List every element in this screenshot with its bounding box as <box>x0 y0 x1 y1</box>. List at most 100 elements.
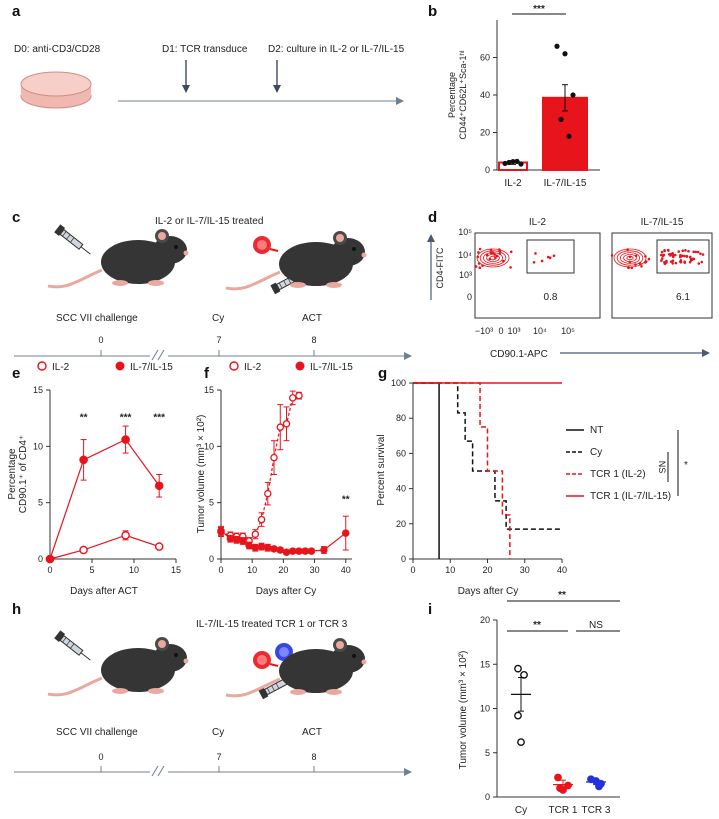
gate-percentage: 6.1 <box>676 292 690 303</box>
event-dot <box>662 253 666 257</box>
legend-label: TCR 1 (IL-2) <box>590 469 646 480</box>
event-dot <box>697 262 701 265</box>
data-point <box>564 781 572 790</box>
y-tick-label: 5 <box>38 498 43 508</box>
panel-letter-b: b <box>428 3 437 20</box>
y-tick-label: 20 <box>396 519 406 529</box>
event-dot <box>628 255 632 259</box>
data-point <box>320 546 328 554</box>
data-point <box>239 537 247 545</box>
significance-label: * <box>684 460 688 471</box>
event-dot <box>640 264 643 268</box>
data-point <box>45 554 55 564</box>
event-dot <box>666 248 670 252</box>
event-dot <box>687 249 690 253</box>
x-tick-label: 20 <box>482 565 492 575</box>
y-tick-label: 0 <box>38 554 43 564</box>
protocol-day0: D0: anti-CD3/CD28 <box>14 44 101 55</box>
x-axis-label: Days after ACT <box>70 586 138 597</box>
data-point <box>518 161 524 167</box>
experiment-timeline <box>14 765 412 777</box>
data-point <box>276 546 285 554</box>
event-dot <box>478 247 482 251</box>
t-cell-icon <box>253 236 279 254</box>
x-tick-label: TCR 1 <box>549 805 578 816</box>
event-dot <box>677 250 681 253</box>
data-point <box>510 158 516 165</box>
data-point <box>514 158 520 164</box>
data-point <box>270 545 278 553</box>
y-tick-label: 80 <box>396 413 406 423</box>
event-dot <box>494 256 497 260</box>
chart-g: 0 20 40 60 80 100 0 10 20 30 40 NT Cy TCR 1 (IL-2) TCR… <box>376 378 688 597</box>
event-dot <box>502 259 505 263</box>
density-contour <box>479 250 507 266</box>
event-dot <box>509 250 513 254</box>
legend-label: IL-2 <box>52 362 70 373</box>
event-dot <box>671 262 675 265</box>
x-tick-label: Cy <box>515 805 527 816</box>
y-axis-arrowhead <box>427 234 435 242</box>
event-dot <box>663 249 666 253</box>
event-dot <box>477 251 480 254</box>
mouse-icon <box>224 636 368 698</box>
data-point <box>554 773 562 782</box>
panel-letter-f: f <box>204 365 210 382</box>
timeline-tick-7: 7 <box>216 335 221 345</box>
subplot-title: IL-2 <box>529 217 547 228</box>
series-line-IL-7/IL-15 <box>49 438 160 560</box>
panel-h-cy: Cy <box>212 727 224 738</box>
event-dot <box>664 261 668 264</box>
event-dot <box>627 266 630 270</box>
y-axis-label: Percent survival <box>376 434 387 505</box>
legend-label: IL-7/IL-15 <box>310 362 353 373</box>
timeline-tick-8: 8 <box>311 752 316 762</box>
protocol-day1: D1: TCR transduce <box>162 44 248 55</box>
data-point <box>554 43 560 49</box>
significance-label: ** <box>558 590 566 601</box>
data-point <box>556 784 564 793</box>
panel-letter-h: h <box>12 601 21 618</box>
event-dot <box>498 252 502 255</box>
event-dot <box>696 250 700 254</box>
survival-curve-TCR 1 (IL-2) <box>413 382 511 559</box>
x-tick-label: 5 <box>89 565 94 575</box>
event-dot <box>546 255 550 259</box>
y-tick-label: 20 <box>480 128 490 138</box>
significance-label: ** <box>533 620 541 631</box>
y-tick-label: 20 <box>480 615 490 625</box>
event-dot <box>683 261 687 264</box>
arrow-day2 <box>273 60 281 93</box>
event-dot <box>660 250 664 254</box>
event-dot <box>634 254 638 258</box>
data-point <box>264 489 272 498</box>
event-dot <box>700 260 704 264</box>
y-axis-label: CD4-FITC <box>435 247 445 288</box>
data-point <box>520 670 528 679</box>
event-dot <box>630 266 634 270</box>
series-line-IL-2 <box>49 534 160 560</box>
y-axis-label: PercentageCD90.1⁺ of CD4⁺ <box>7 435 29 513</box>
data-point <box>245 541 253 550</box>
y-tick-label: 10⁴ <box>458 250 472 260</box>
protocol-day2: D2: culture in IL-2 or IL-7/IL-15 <box>268 44 405 55</box>
x-tick-label: 10³ <box>507 326 520 336</box>
plot-frame <box>474 232 601 319</box>
density-contour <box>476 248 510 268</box>
event-dot <box>490 251 494 255</box>
x-axis-label: Days after Cy <box>458 586 519 597</box>
panel-letter-c: c <box>12 209 20 226</box>
x-tick-label: IL-7/IL-15 <box>544 178 587 189</box>
event-dot <box>481 264 484 267</box>
timeline-arrowhead <box>396 97 404 105</box>
timeline-tick-7: 7 <box>216 752 221 762</box>
x-tick-label: 0 <box>498 326 503 336</box>
data-point <box>217 527 225 535</box>
survival-curve-NT <box>413 382 440 559</box>
event-dot <box>634 263 637 266</box>
x-tick-label: 20 <box>278 565 288 575</box>
t-cell-red-icon <box>253 651 279 669</box>
survival-curve-Cy <box>413 382 562 530</box>
data-point <box>301 547 309 555</box>
event-dot <box>644 255 647 258</box>
